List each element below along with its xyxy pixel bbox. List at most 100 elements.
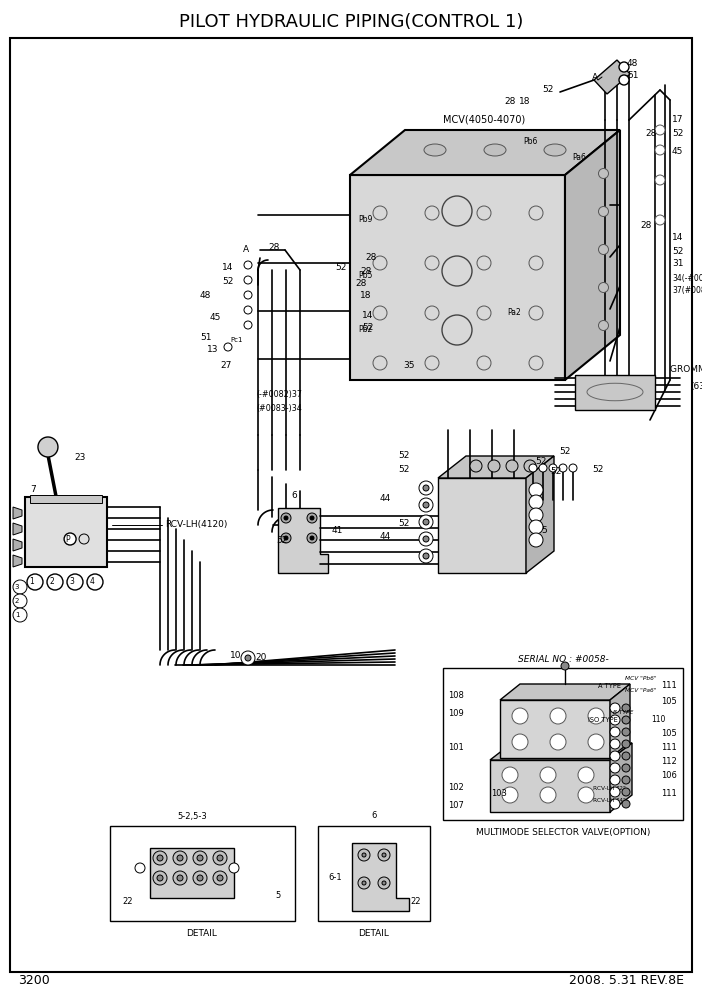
Text: 52: 52 [542, 85, 553, 94]
Text: 2008. 5.31 REV.8E: 2008. 5.31 REV.8E [569, 973, 684, 986]
Text: DETAIL: DETAIL [359, 929, 390, 937]
Circle shape [419, 498, 433, 512]
Circle shape [619, 75, 629, 85]
Text: 52: 52 [398, 465, 409, 474]
Circle shape [307, 533, 317, 543]
Circle shape [310, 516, 314, 520]
Circle shape [610, 775, 620, 785]
Circle shape [358, 849, 370, 861]
Circle shape [529, 533, 543, 547]
Circle shape [539, 464, 547, 472]
Text: 28: 28 [268, 243, 279, 253]
Circle shape [610, 703, 620, 713]
Circle shape [224, 343, 232, 351]
Circle shape [193, 871, 207, 885]
Text: Pa2: Pa2 [507, 308, 521, 316]
Text: 3: 3 [15, 584, 19, 590]
Circle shape [622, 728, 630, 736]
Text: 52: 52 [362, 323, 373, 332]
Text: 51: 51 [627, 70, 639, 79]
Circle shape [622, 716, 630, 724]
Text: Pb6: Pb6 [523, 138, 538, 147]
Text: Pb9: Pb9 [358, 215, 372, 224]
Text: 3200: 3200 [18, 973, 50, 986]
Polygon shape [500, 684, 630, 700]
Circle shape [622, 788, 630, 796]
Circle shape [382, 881, 386, 885]
Text: DETAIL: DETAIL [187, 929, 218, 937]
Text: 51: 51 [200, 332, 211, 341]
Text: 28: 28 [365, 254, 376, 263]
Text: 44: 44 [380, 533, 391, 542]
Text: 23: 23 [74, 452, 86, 461]
Text: (#0083-)34: (#0083-)34 [256, 404, 302, 413]
Circle shape [217, 855, 223, 861]
Circle shape [561, 662, 569, 670]
Circle shape [578, 787, 594, 803]
Circle shape [177, 875, 183, 881]
Circle shape [610, 763, 620, 773]
Text: Pb2: Pb2 [358, 325, 372, 334]
Text: Pc1: Pc1 [230, 337, 242, 343]
Text: 52: 52 [672, 246, 683, 256]
Text: MCV(4050-4070): MCV(4050-4070) [443, 115, 525, 125]
Circle shape [38, 437, 58, 457]
Text: 2: 2 [15, 598, 19, 604]
Circle shape [529, 520, 543, 534]
Circle shape [550, 734, 566, 750]
Circle shape [419, 481, 433, 495]
Circle shape [610, 751, 620, 761]
Circle shape [529, 464, 537, 472]
Circle shape [244, 291, 252, 299]
Circle shape [588, 734, 604, 750]
Text: MCV "Pa6": MCV "Pa6" [625, 687, 656, 692]
Polygon shape [610, 743, 632, 812]
Text: 18: 18 [360, 291, 371, 300]
Bar [443, 668, 683, 820]
Circle shape [217, 875, 223, 881]
Text: 28: 28 [360, 268, 371, 277]
Polygon shape [13, 507, 22, 519]
Circle shape [512, 734, 528, 750]
Text: PILOT HYDRAULIC PIPING(CONTROL 1): PILOT HYDRAULIC PIPING(CONTROL 1) [179, 13, 523, 31]
Text: 48: 48 [627, 59, 638, 67]
Circle shape [524, 460, 536, 472]
Circle shape [284, 536, 288, 540]
Circle shape [244, 261, 252, 269]
Text: 10: 10 [230, 651, 241, 660]
Text: 45: 45 [210, 313, 221, 322]
Text: 17: 17 [672, 115, 684, 125]
Text: 44: 44 [380, 494, 391, 503]
Circle shape [47, 574, 63, 590]
Circle shape [512, 708, 528, 724]
Circle shape [229, 863, 239, 873]
Text: 52: 52 [398, 451, 409, 460]
Text: A: A [243, 245, 249, 255]
Text: 108: 108 [448, 691, 464, 700]
Circle shape [423, 536, 429, 542]
Text: 52: 52 [592, 465, 604, 474]
Text: 4: 4 [90, 577, 95, 586]
Circle shape [529, 483, 543, 497]
Text: 37(#0083-): 37(#0083-) [672, 287, 702, 296]
Text: 18: 18 [519, 97, 531, 106]
Circle shape [588, 708, 604, 724]
Circle shape [241, 651, 255, 665]
Text: 52: 52 [535, 457, 546, 466]
Circle shape [599, 283, 609, 293]
Circle shape [619, 62, 629, 72]
Text: 109: 109 [448, 708, 464, 717]
Circle shape [245, 655, 251, 661]
Circle shape [423, 502, 429, 508]
Bar [575, 375, 655, 410]
Polygon shape [352, 843, 409, 911]
Text: SERIAL NO : #0058-: SERIAL NO : #0058- [517, 656, 609, 665]
Circle shape [550, 708, 566, 724]
Circle shape [197, 875, 203, 881]
Circle shape [655, 125, 665, 135]
Text: 27: 27 [220, 360, 232, 369]
Circle shape [540, 767, 556, 783]
Text: A TYPE: A TYPE [598, 683, 621, 689]
Text: Pa6: Pa6 [573, 154, 587, 163]
Circle shape [502, 767, 518, 783]
